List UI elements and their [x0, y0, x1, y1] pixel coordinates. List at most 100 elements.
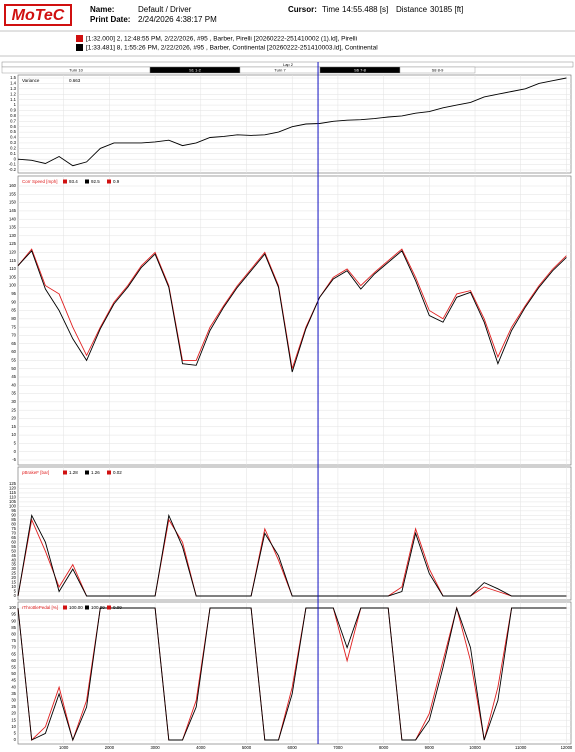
y-tick-label: 100	[9, 605, 17, 610]
y-tick-label: 20	[11, 711, 16, 716]
x-tick-label: 1000	[59, 745, 69, 750]
y-tick-label: 90	[11, 618, 16, 623]
y-tick-label: 0	[14, 737, 17, 742]
y-tick-label: 85	[11, 517, 16, 522]
lap-title: Lap 2	[283, 62, 294, 67]
y-tick-label: 85	[11, 308, 16, 313]
readout-swatch	[63, 605, 67, 610]
x-tick-label: 4000	[196, 745, 206, 750]
y-tick-label: 65	[11, 341, 16, 346]
readout: 92.5	[91, 179, 100, 184]
y-tick-label: 20	[11, 416, 16, 421]
lap-segment-label: Turn 7	[274, 67, 286, 72]
y-tick-label: 10	[11, 584, 16, 589]
lap-segment-label: Turn 10	[69, 67, 83, 72]
y-tick-label: 70	[11, 530, 16, 535]
y-tick-label: 65	[11, 535, 16, 540]
y-tick-label: 0	[14, 593, 17, 598]
y-tick-label: 15	[11, 424, 16, 429]
lap-segment	[399, 66, 476, 74]
readout-swatch	[107, 470, 111, 475]
y-tick-label: 160	[9, 183, 17, 188]
y-tick-label: 100	[9, 283, 17, 288]
y-tick-label: 100	[9, 504, 17, 509]
y-tick-label: 20	[11, 575, 16, 580]
y-tick-label: 110	[9, 266, 16, 271]
x-tick-label: 10000	[469, 745, 481, 750]
x-tick-label: 3000	[150, 745, 160, 750]
readout-swatch	[85, 605, 89, 610]
y-tick-label: 75	[11, 526, 16, 531]
y-tick-label: 135	[9, 225, 17, 230]
y-tick-label: 70	[11, 333, 16, 338]
y-tick-label: 50	[11, 366, 16, 371]
readout-swatch	[63, 179, 67, 184]
x-tick-label: 6000	[288, 745, 298, 750]
y-tick-label: 0.4	[10, 135, 16, 140]
y-tick-label: 0.6	[10, 124, 16, 129]
logo: MoTeC	[12, 7, 65, 24]
lap-icon	[76, 35, 83, 42]
y-tick-label: 1.2	[10, 91, 16, 96]
readout-swatch	[85, 179, 89, 184]
channel-name: rThrottlePedal [%]	[22, 605, 58, 610]
y-tick-label: 45	[11, 374, 16, 379]
y-tick-label: 60	[11, 658, 16, 663]
x-tick-label: 5000	[242, 745, 252, 750]
y-tick-label: 85	[11, 625, 16, 630]
y-tick-label: 115	[9, 258, 16, 263]
y-tick-label: 55	[11, 544, 16, 549]
y-tick-label: 95	[11, 291, 16, 296]
y-tick-label: 90	[11, 299, 16, 304]
print-label: Print Date:	[90, 15, 130, 24]
y-tick-label: 10	[11, 432, 16, 437]
readout: 0.00	[113, 605, 122, 610]
x-tick-label: 9000	[425, 745, 435, 750]
readout-swatch	[63, 470, 67, 475]
y-tick-label: 1.4	[10, 81, 16, 86]
y-tick-label: 0.1	[10, 151, 16, 156]
y-tick-label: 115	[9, 490, 16, 495]
y-tick-label: 90	[11, 512, 16, 517]
y-tick-label: -0.2	[9, 167, 17, 172]
readout: 100.00	[91, 605, 105, 610]
readout-swatch	[107, 605, 111, 610]
y-tick-label: 1.5	[10, 75, 16, 80]
series-line	[17, 77, 567, 167]
lap-segment-label: S1 1-2	[189, 67, 202, 72]
y-tick-label: 155	[9, 191, 17, 196]
series-line	[17, 248, 567, 369]
panel	[17, 175, 572, 466]
x-tick-label: 12000	[561, 745, 573, 750]
channel-name: Corr Speed [mph]	[22, 179, 58, 184]
logo-inner	[6, 6, 70, 24]
y-tick-label: 140	[9, 216, 17, 221]
y-tick-label: 35	[11, 562, 16, 567]
distance: 30185 [ft]	[430, 5, 463, 14]
readout: 93.4	[69, 179, 78, 184]
y-tick-label: 45	[11, 678, 16, 683]
y-tick-label: 110	[9, 495, 16, 500]
y-tick-label: 55	[11, 665, 16, 670]
channel-name: Variance	[22, 78, 40, 83]
y-tick-label: 60	[11, 349, 16, 354]
distance-label: Distance	[396, 5, 428, 14]
readout-swatch	[85, 470, 89, 475]
y-tick-label: 145	[9, 208, 17, 213]
y-tick-label: 30	[11, 698, 16, 703]
readout: 100.00	[69, 605, 83, 610]
y-tick-label: 5	[14, 441, 17, 446]
y-tick-label: 40	[11, 557, 16, 562]
print-date: 2/24/2026 4:38:17 PM	[138, 15, 217, 24]
y-tick-label: 30	[11, 566, 16, 571]
y-tick-label: 0.9	[10, 108, 16, 113]
y-tick-label: 80	[11, 632, 16, 637]
readout: 0.663	[69, 78, 81, 83]
y-tick-label: 130	[9, 233, 17, 238]
time: 14:55.488 [s]	[342, 5, 388, 14]
y-tick-label: 1.1	[10, 97, 16, 102]
y-tick-label: 125	[9, 481, 17, 486]
y-tick-label: 1.3	[10, 86, 16, 91]
y-tick-label: 30	[11, 399, 16, 404]
